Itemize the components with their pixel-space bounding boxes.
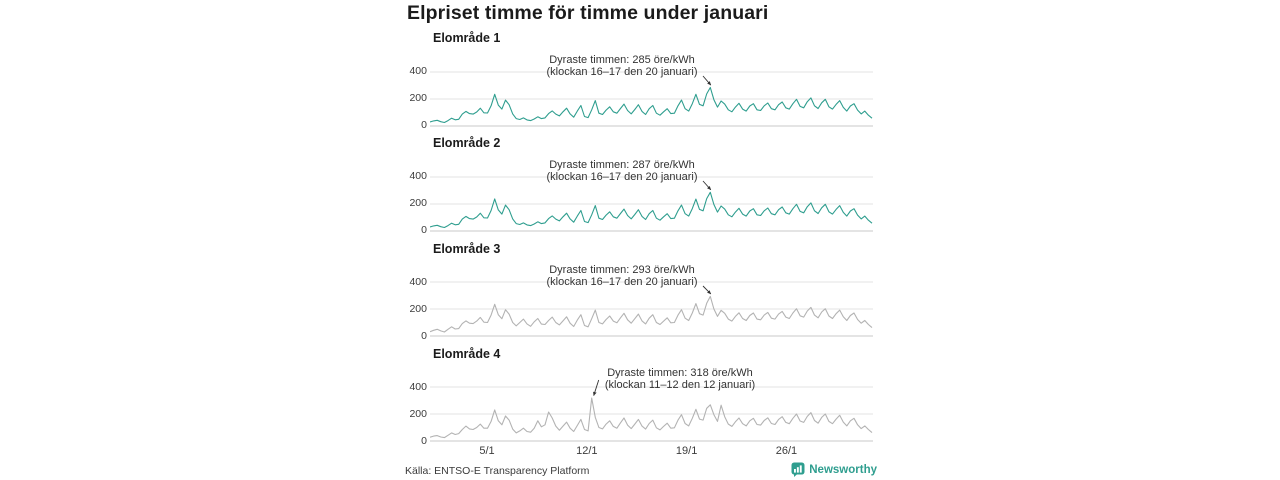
brand-name: Newsworthy [809,463,877,476]
y-tick-label: 400 [409,170,427,183]
chart-subtitle: Elområde 4 [433,346,501,361]
annotation-line: Dyraste timmen: 285 öre/kWh [549,53,695,66]
annotation-line: (klockan 16–17 den 20 januari) [546,171,698,184]
y-tick-label: 400 [409,275,427,288]
page-title: Elpriset timme för timme under januari [407,2,769,24]
line-chart [430,281,873,337]
y-tick-label: 400 [409,65,427,77]
y-tick-label: 200 [409,302,427,315]
y-tick-label: 200 [409,197,427,210]
max-price-annotation: Dyraste timmen: 287 öre/kWh (klockan 16–1… [546,159,697,184]
newsworthy-logo-icon [791,462,805,477]
chart-subtitle: Elområde 3 [433,241,501,256]
y-tick-label: 200 [409,92,427,104]
y-tick-label: 0 [421,224,427,237]
line-chart [430,71,873,126]
line-chart [430,176,873,232]
y-tick-label: 0 [421,329,427,342]
annotation-line: (klockan 16–17 den 20 januari) [546,65,698,78]
x-tick-label: 26/1 [775,444,798,457]
y-tick-label: 200 [409,407,427,420]
chart-subtitle: Elområde 2 [433,136,501,151]
annotation-line: Dyraste timmen: 287 öre/kWh [549,158,695,171]
annotation-line: (klockan 11–12 den 12 januari) [604,378,756,391]
chart-subtitle: Elområde 1 [433,31,501,45]
annotation-line: (klockan 16–17 den 20 januari) [546,276,698,289]
max-price-annotation: Dyraste timmen: 293 öre/kWh (klockan 16–1… [546,264,697,289]
y-tick-label: 0 [421,119,427,131]
annotation-arrow [702,180,712,190]
line-chart [430,380,873,442]
annotation-arrow [702,75,712,85]
x-tick-label: 5/1 [479,444,495,457]
brand-footer: Newsworthy [791,462,877,477]
x-tick-label: 12/1 [576,444,598,457]
annotation-line: Dyraste timmen: 318 öre/kWh [607,366,753,379]
max-price-annotation: Dyraste timmen: 318 öre/kWh (klockan 11–1… [605,367,755,392]
annotation-arrow [593,380,600,397]
y-tick-label: 400 [409,380,427,393]
max-price-annotation: Dyraste timmen: 285 öre/kWh (klockan 16–1… [546,54,697,79]
annotation-line: Dyraste timmen: 293 öre/kWh [549,264,695,277]
price-series-line [430,295,873,333]
price-series-line [430,86,873,123]
annotation-arrow [702,285,712,295]
source-note: Källa: ENTSO-E Transparency Platform [405,465,590,477]
price-series-line [430,191,873,228]
y-tick-label: 0 [421,434,427,447]
x-tick-label: 19/1 [675,444,698,457]
price-series-line [430,397,873,439]
